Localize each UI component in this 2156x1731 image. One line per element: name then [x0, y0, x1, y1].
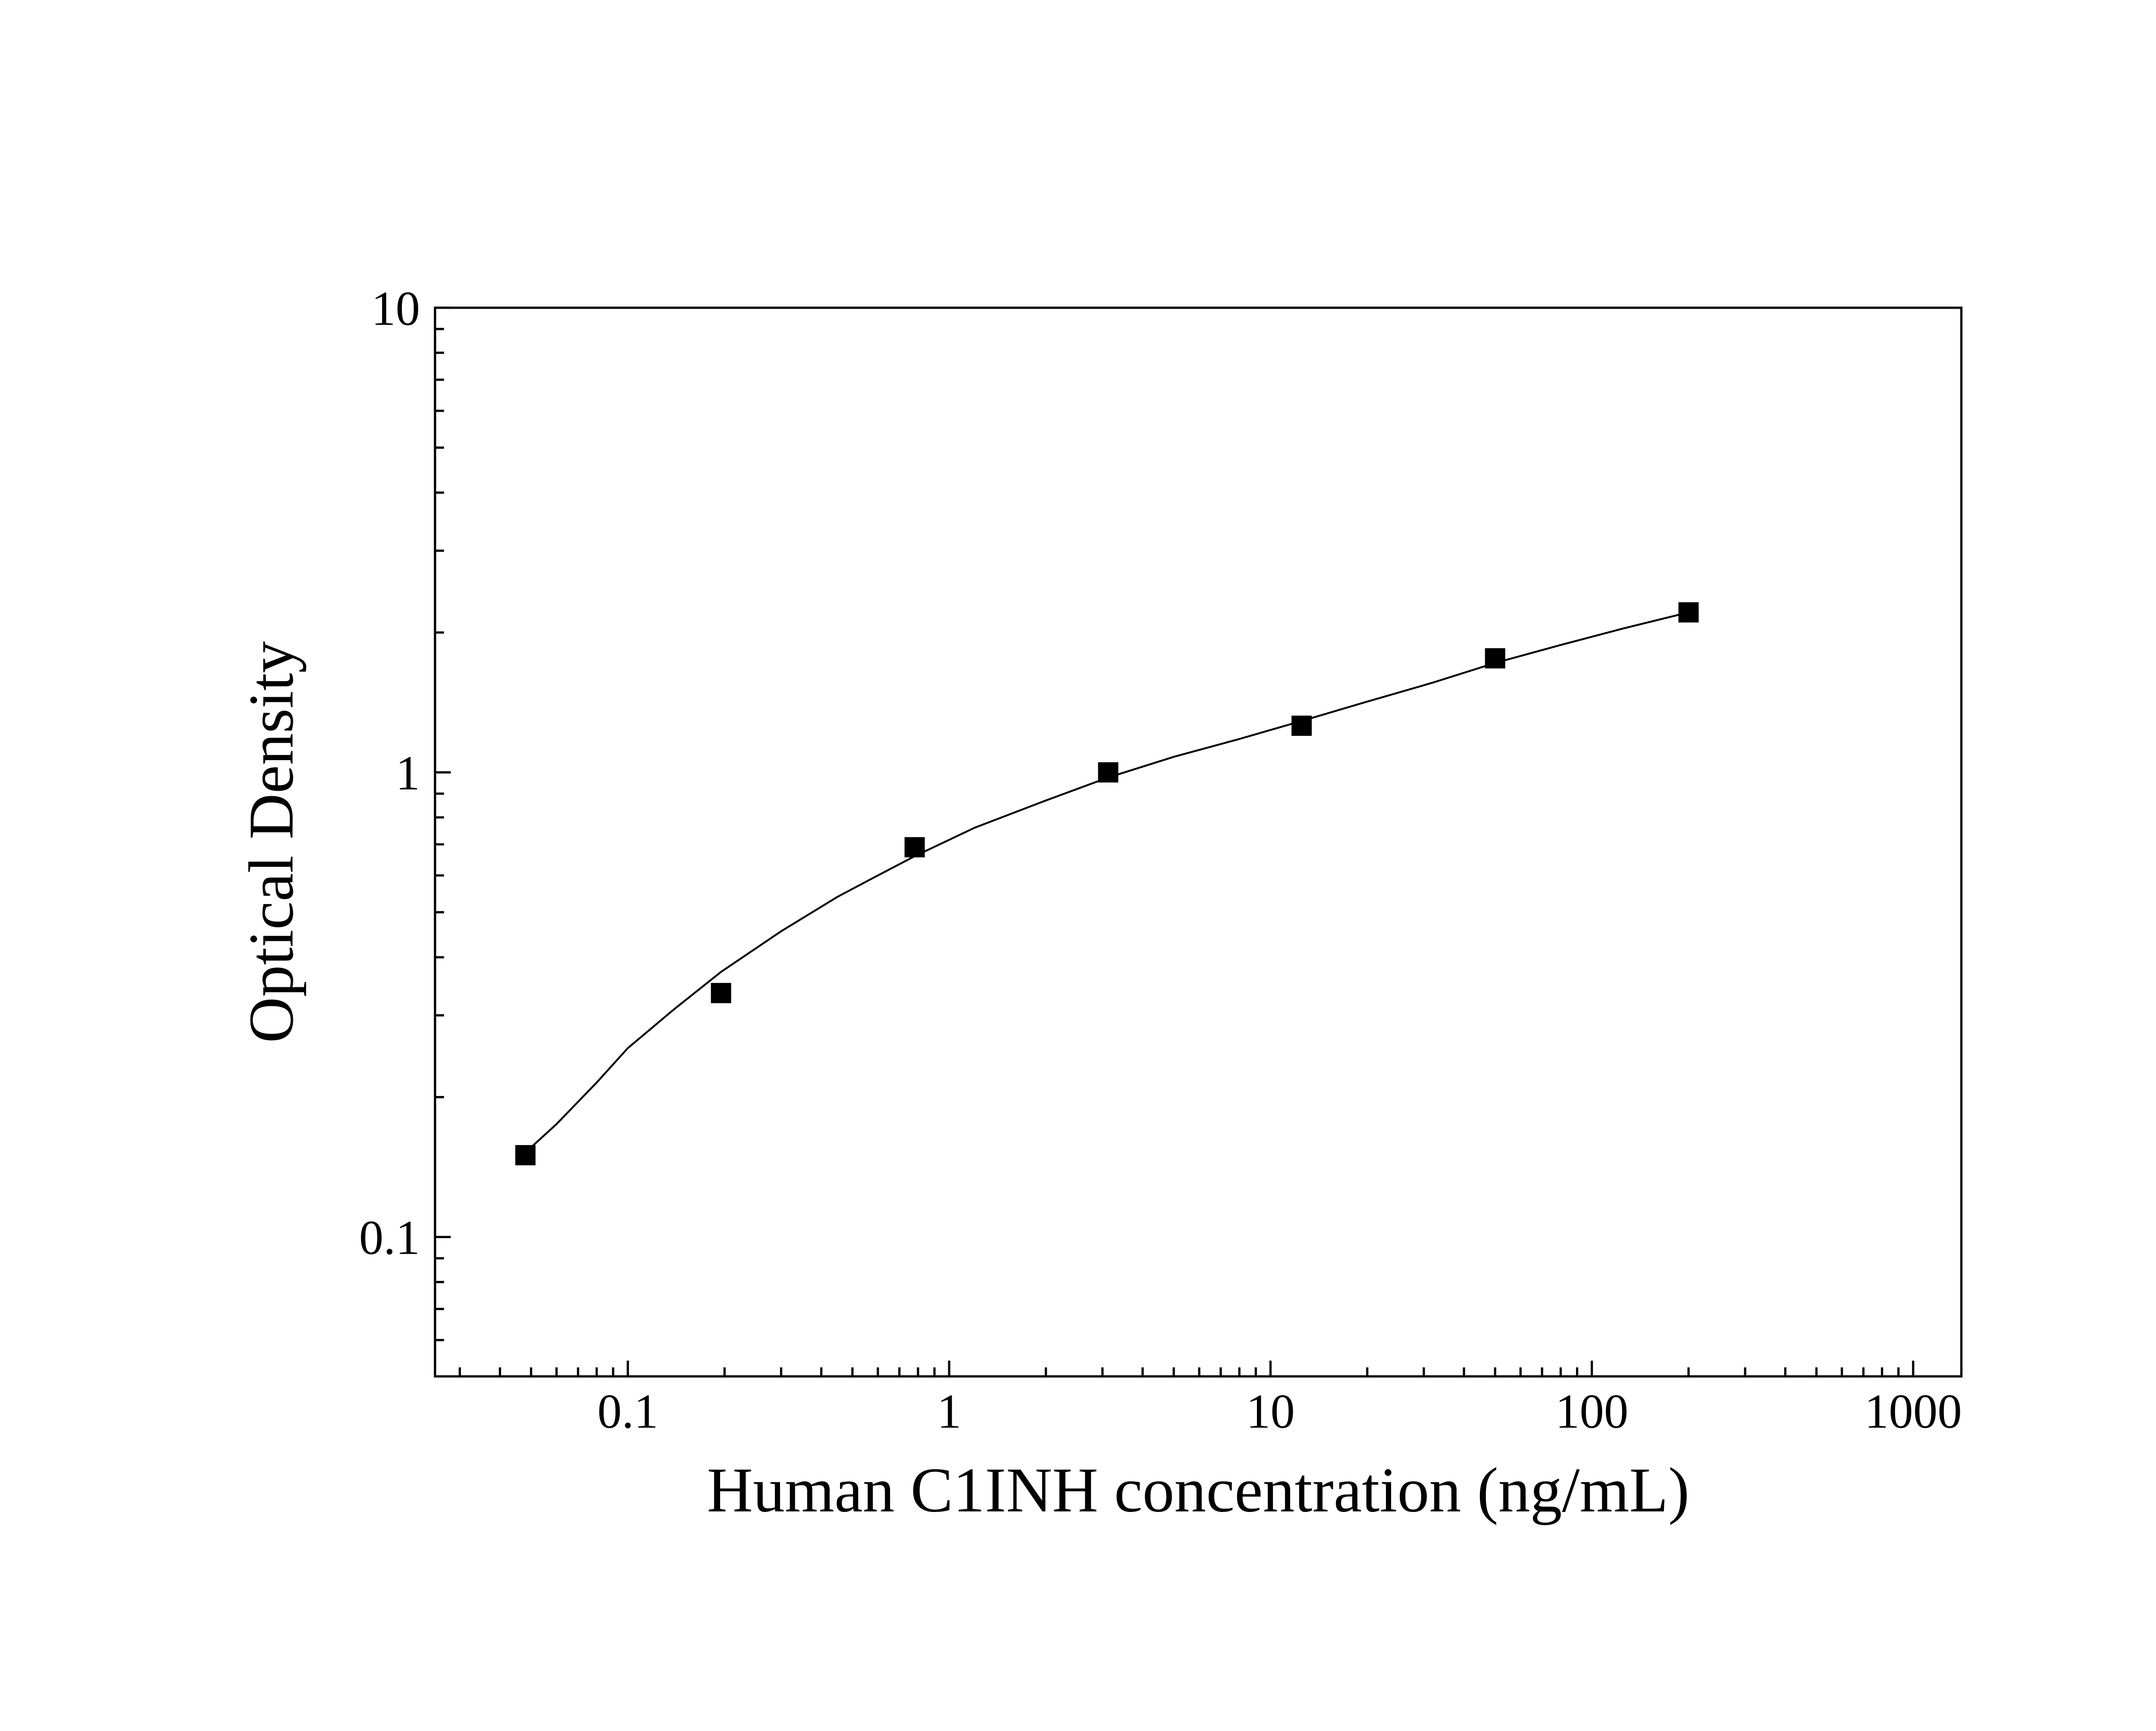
- svg-text:1: 1: [937, 1385, 962, 1439]
- axes: [435, 308, 1962, 1377]
- y-axis-label: Optical Density: [235, 641, 306, 1043]
- ticks: [435, 308, 1913, 1377]
- tick-labels: 0.1 1 10 100 1000 0.1 1 10: [359, 282, 1962, 1438]
- fit-curve: [525, 612, 1689, 1152]
- elisa-chart: 0.1 1 10 100 1000 0.1 1 10 Human C1INH concentr…: [0, 0, 2156, 1731]
- svg-text:100: 100: [1555, 1385, 1629, 1439]
- svg-text:10: 10: [371, 282, 420, 335]
- data-markers: [515, 602, 1698, 1165]
- x-axis-label: Human C1INH concentration (ng/mL): [707, 1455, 1689, 1525]
- chart-svg: 0.1 1 10 100 1000 0.1 1 10 Human C1INH concentr…: [0, 0, 2156, 1731]
- svg-text:1000: 1000: [1865, 1385, 1962, 1439]
- svg-text:0.1: 0.1: [359, 1211, 420, 1265]
- svg-text:1: 1: [396, 746, 420, 800]
- svg-text:10: 10: [1246, 1385, 1295, 1439]
- svg-text:0.1: 0.1: [597, 1385, 658, 1439]
